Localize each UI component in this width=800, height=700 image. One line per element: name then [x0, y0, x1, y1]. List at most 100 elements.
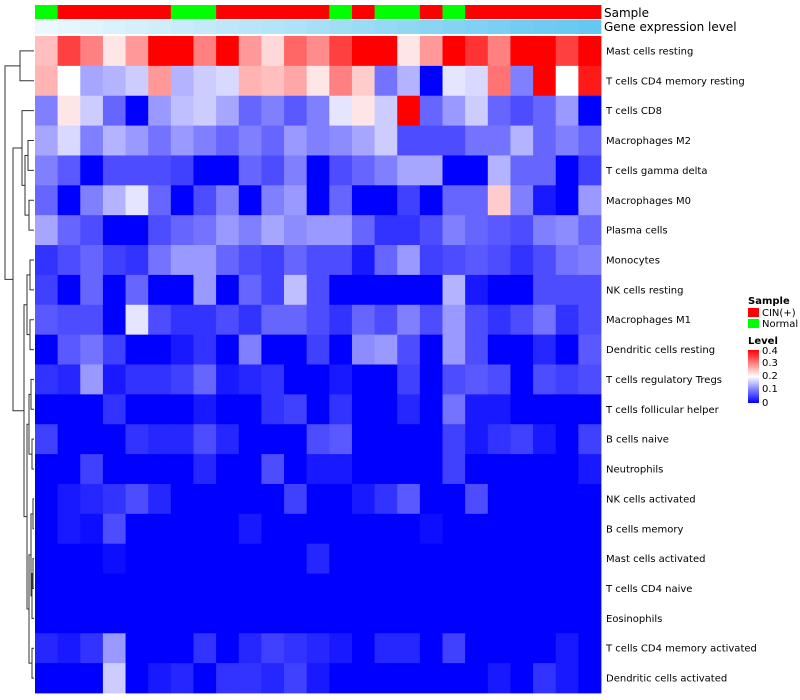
heatmap-cell [261, 125, 285, 156]
heatmap-cell [170, 394, 194, 425]
heatmap-cell [148, 483, 172, 515]
heatmap-cell [351, 185, 375, 216]
heatmap-cell [306, 424, 330, 455]
row-label: Eosinophils [606, 614, 662, 625]
dendrogram-link [31, 647, 34, 679]
heatmap-cell [329, 304, 353, 336]
heatmap-cell [465, 663, 489, 694]
heatmap-cell [510, 513, 534, 545]
heatmap-cell [374, 394, 398, 425]
heatmap-cell [193, 543, 217, 574]
expression-annotation-cell [533, 20, 557, 34]
heatmap-cell [465, 424, 489, 455]
heatmap-cell [351, 513, 375, 545]
heatmap-cell [351, 543, 375, 574]
heatmap-cell [193, 513, 217, 545]
heatmap-cell [238, 573, 262, 604]
expression-annotation-cell [487, 20, 511, 34]
heatmap-cell [329, 364, 353, 395]
sample-annotation-cell [284, 5, 308, 19]
heatmap-cell [284, 185, 308, 216]
row-label: T cells follicular helper [605, 405, 720, 416]
sample-annotation-cell [148, 5, 172, 19]
heatmap-cell [578, 65, 602, 97]
heatmap-cell [80, 663, 104, 694]
heatmap-cell [442, 304, 466, 336]
heatmap-cell [57, 65, 81, 97]
heatmap-cell [102, 245, 126, 276]
heatmap-cell [397, 424, 421, 455]
heatmap-cell [465, 95, 489, 126]
heatmap-cell [216, 543, 240, 574]
heatmap-cell [193, 304, 217, 336]
heatmap-cell [57, 245, 81, 276]
heatmap-cell [329, 543, 353, 574]
heatmap-cell [216, 633, 240, 664]
heatmap-cell [351, 394, 375, 425]
heatmap-cell [351, 483, 375, 515]
expression-annotation-cell [261, 20, 285, 34]
dendrogram-link [29, 259, 34, 291]
heatmap-cell [148, 603, 172, 634]
heatmap-cell [102, 364, 126, 395]
heatmap-cell [442, 215, 466, 246]
heatmap-cell [419, 274, 443, 306]
row-label: B cells naive [606, 435, 669, 446]
heatmap-cell [351, 633, 375, 664]
heatmap-cell [306, 125, 330, 156]
heatmap-cell [35, 603, 59, 634]
dendrogram-link [32, 558, 34, 589]
heatmap-cell [442, 65, 466, 97]
heatmap-cell [487, 185, 511, 216]
heatmap-cell [329, 215, 353, 246]
heatmap-cell [35, 663, 59, 694]
heatmap-cell [170, 543, 194, 574]
heatmap-cell [351, 65, 375, 97]
expression-annotation-cell [465, 20, 489, 34]
heatmap-cell [261, 334, 285, 365]
heatmap-cell [374, 215, 398, 246]
heatmap-cell [555, 36, 579, 67]
heatmap-cell [510, 543, 534, 574]
heatmap-cell [170, 125, 194, 156]
heatmap-cell [57, 543, 81, 574]
heatmap-cell [284, 663, 308, 694]
expression-annotation-cell [216, 20, 240, 34]
heatmap-cell [397, 215, 421, 246]
heatmap-cell [102, 36, 126, 67]
heatmap-cell [148, 633, 172, 664]
heatmap-cell [374, 424, 398, 455]
heatmap-cell [487, 274, 511, 306]
heatmap-cell [261, 65, 285, 97]
heatmap-cell [487, 663, 511, 694]
heatmap-cell [555, 483, 579, 515]
heatmap-cell [351, 125, 375, 156]
heatmap-cell [148, 513, 172, 545]
heatmap-cell [555, 454, 579, 485]
heatmap-cell [35, 304, 59, 336]
heatmap-cell [193, 185, 217, 216]
heatmap-cell [170, 274, 194, 306]
row-label: T cells CD4 memory resting [605, 76, 745, 87]
heatmap-cell [284, 304, 308, 336]
heatmap-cell [555, 513, 579, 545]
expression-annotation-cell [193, 20, 217, 34]
heatmap-cell [555, 334, 579, 365]
heatmap-cell [329, 424, 353, 455]
heatmap-cell [419, 633, 443, 664]
sample-annotation-cell [555, 5, 579, 19]
heatmap-cell [419, 483, 443, 515]
heatmap-cell [80, 334, 104, 365]
heatmap-cell [216, 334, 240, 365]
heatmap-cell [216, 573, 240, 604]
heatmap-cell [351, 454, 375, 485]
row-label: Macrophages M1 [606, 315, 691, 326]
heatmap-cell [510, 394, 534, 425]
heatmap-cell [102, 274, 126, 306]
heatmap-cell [329, 36, 353, 67]
heatmap-cell [284, 65, 308, 97]
heatmap-cell [306, 185, 330, 216]
heatmap-cell [261, 603, 285, 634]
heatmap-cell [35, 364, 59, 395]
heatmap-cell [397, 513, 421, 545]
